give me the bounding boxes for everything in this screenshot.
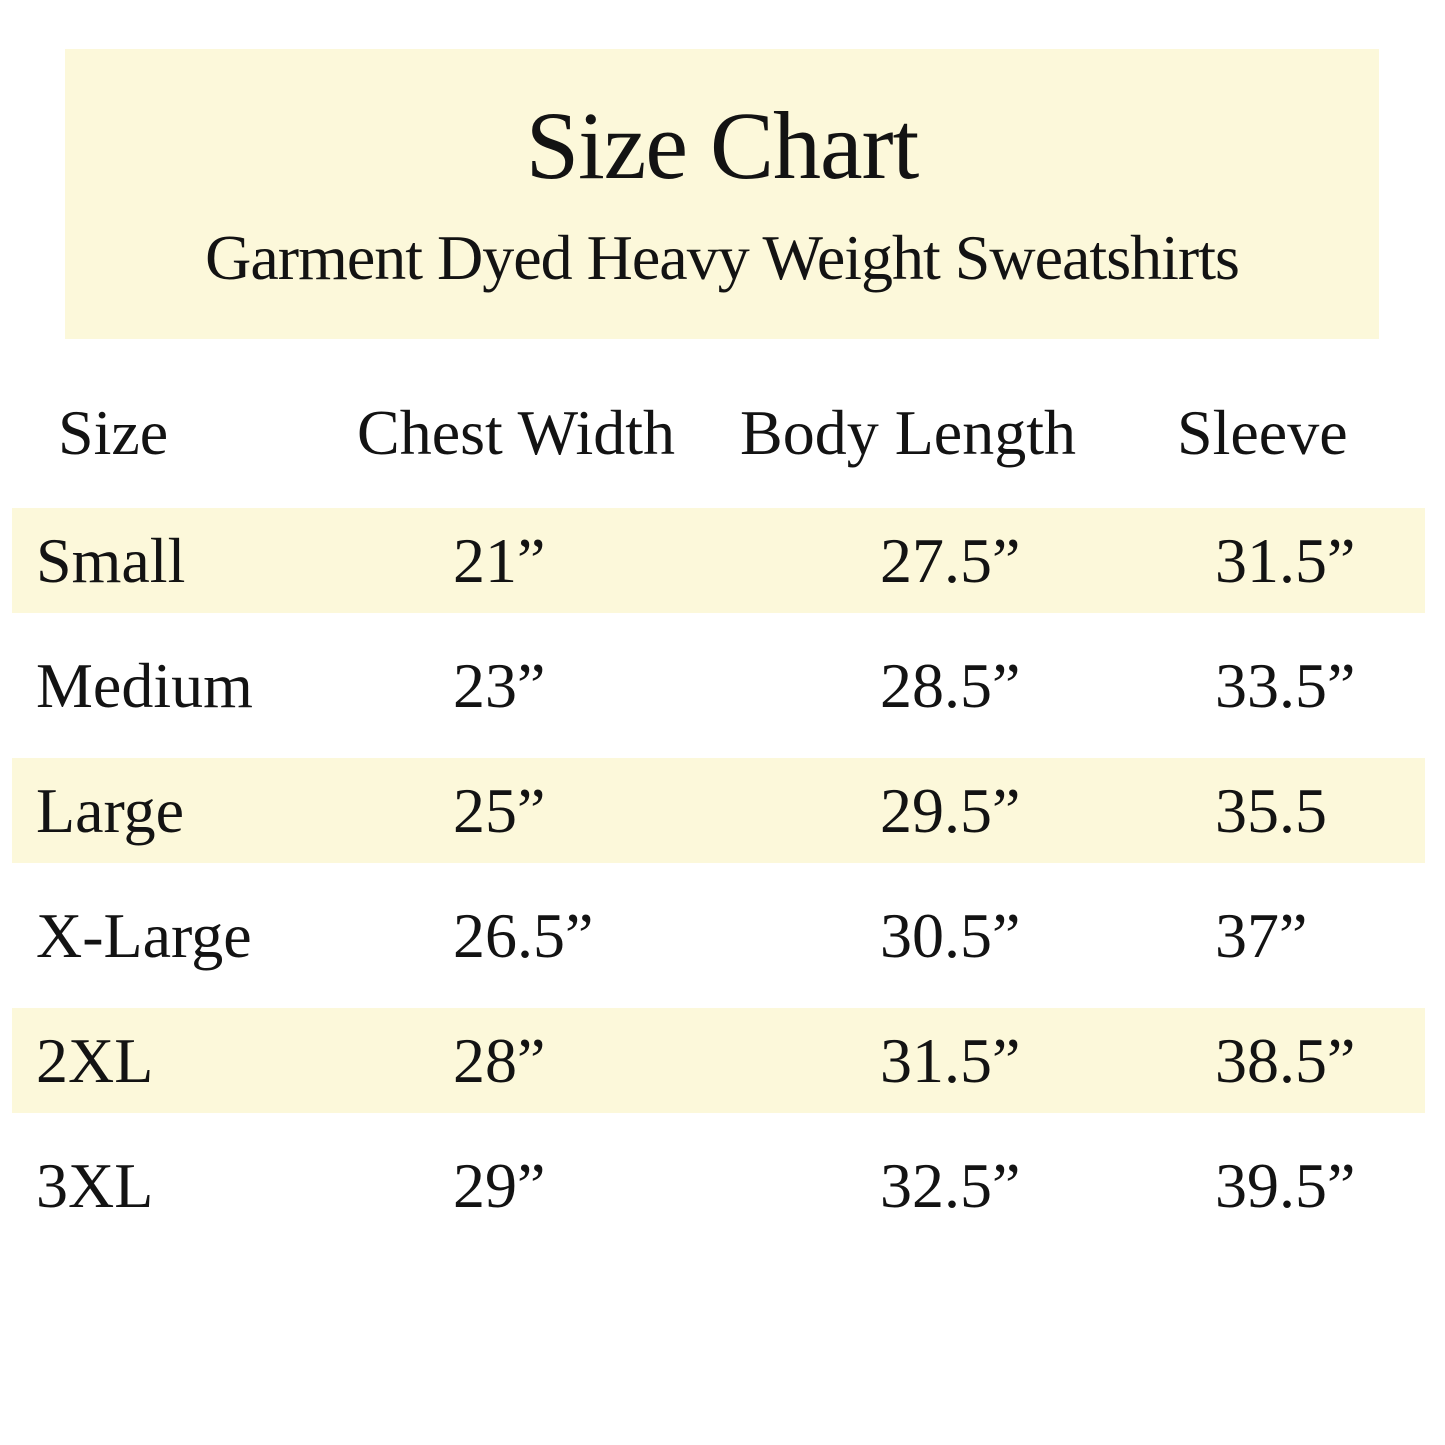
page-title: Size Chart bbox=[525, 92, 920, 199]
sleeve-cell: 33.5” bbox=[1215, 649, 1356, 721]
table-row: Small 21” 27.5” 31.5” bbox=[0, 498, 1445, 623]
table-row: 2XL 28” 31.5” 38.5” bbox=[0, 998, 1445, 1123]
table-row: 3XL 29” 32.5” 39.5” bbox=[0, 1123, 1445, 1248]
body-length-cell: 30.5” bbox=[880, 899, 1021, 971]
table-row: Medium 23” 28.5” 33.5” bbox=[0, 623, 1445, 748]
body-length-cell: 31.5” bbox=[880, 1024, 1021, 1096]
sleeve-cell: 39.5” bbox=[1215, 1149, 1356, 1221]
column-header-size: Size bbox=[58, 396, 169, 468]
table-row: Large 25” 29.5” 35.5 bbox=[0, 748, 1445, 873]
chest-width-cell: 29” bbox=[453, 1149, 546, 1221]
chest-width-cell: 23” bbox=[453, 649, 546, 721]
size-cell: Medium bbox=[36, 649, 253, 721]
size-table: Size Chest Width Body Length Sleeve Smal… bbox=[0, 385, 1445, 1248]
sleeve-cell: 35.5 bbox=[1215, 774, 1327, 846]
table-header-row: Size Chest Width Body Length Sleeve bbox=[0, 385, 1445, 480]
size-cell: Large bbox=[36, 774, 185, 846]
column-header-chest-width: Chest Width bbox=[357, 396, 676, 468]
body-length-cell: 32.5” bbox=[880, 1149, 1021, 1221]
sleeve-cell: 31.5” bbox=[1215, 524, 1356, 596]
body-length-cell: 28.5” bbox=[880, 649, 1021, 721]
banner: Size Chart Garment Dyed Heavy Weight Swe… bbox=[65, 49, 1379, 339]
chest-width-cell: 26.5” bbox=[453, 899, 594, 971]
page-subtitle: Garment Dyed Heavy Weight Sweatshirts bbox=[205, 222, 1240, 293]
chest-width-cell: 21” bbox=[453, 524, 546, 596]
body-length-cell: 29.5” bbox=[880, 774, 1021, 846]
column-header-body-length: Body Length bbox=[740, 396, 1076, 468]
table-body: Small 21” 27.5” 31.5” Medium 23” 28.5” 33.5” Lar… bbox=[0, 498, 1445, 1248]
chest-width-cell: 28” bbox=[453, 1024, 546, 1096]
body-length-cell: 27.5” bbox=[880, 524, 1021, 596]
size-cell: 3XL bbox=[36, 1149, 154, 1221]
table-row: X-Large 26.5” 30.5” 37” bbox=[0, 873, 1445, 998]
size-cell: X-Large bbox=[36, 899, 252, 971]
sleeve-cell: 38.5” bbox=[1215, 1024, 1356, 1096]
size-cell: Small bbox=[36, 524, 186, 596]
size-cell: 2XL bbox=[36, 1024, 154, 1096]
column-header-sleeve: Sleeve bbox=[1177, 396, 1348, 468]
sleeve-cell: 37” bbox=[1215, 899, 1308, 971]
chest-width-cell: 25” bbox=[453, 774, 546, 846]
